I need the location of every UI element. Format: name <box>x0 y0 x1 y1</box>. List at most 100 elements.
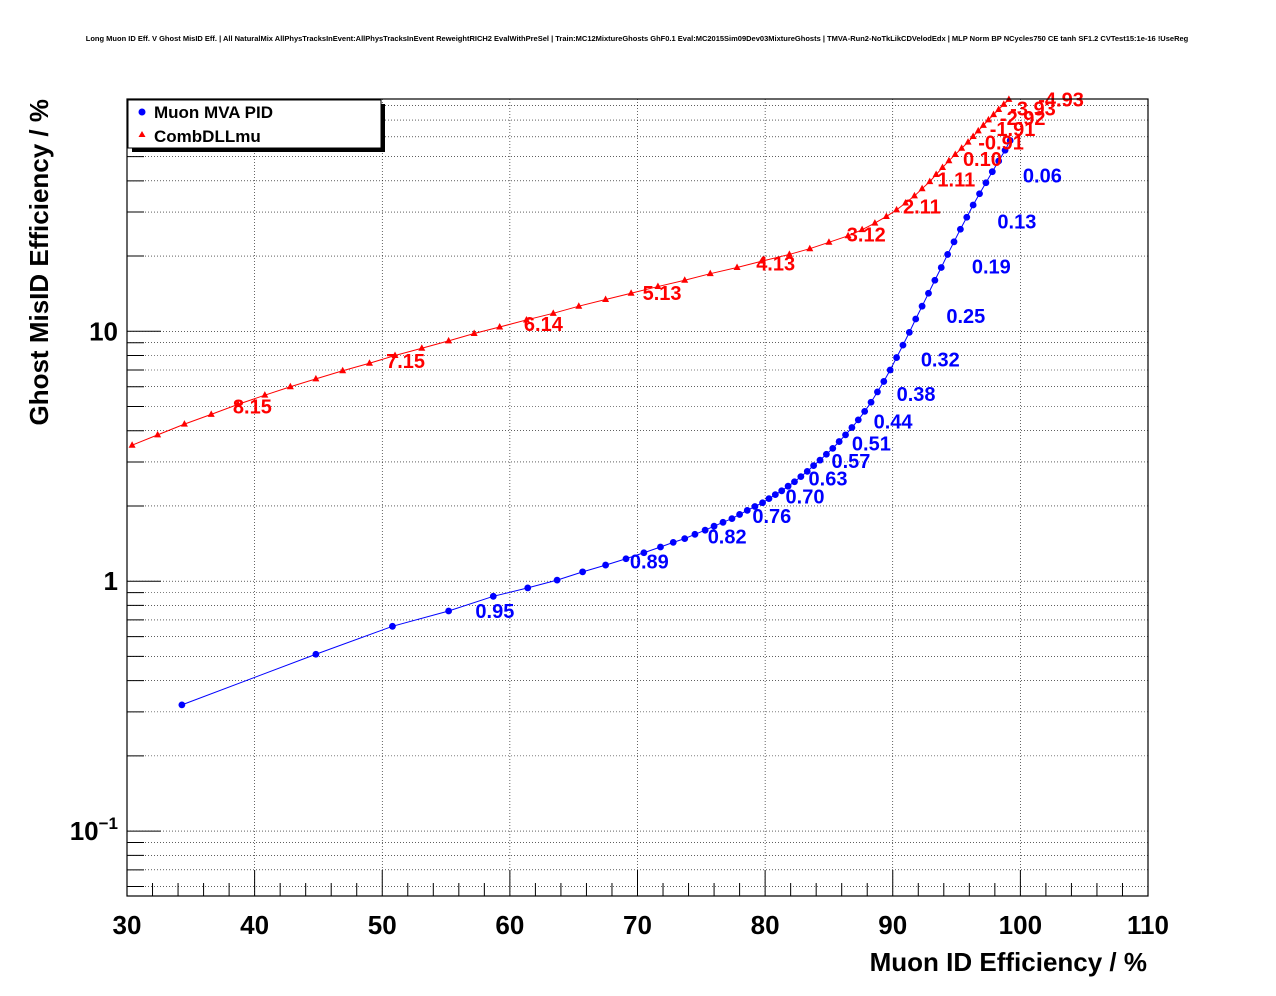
threshold-label-dll: -0.91 <box>978 132 1024 154</box>
threshold-label-dll: 4.13 <box>756 253 795 275</box>
data-point <box>743 506 751 514</box>
data-point <box>963 213 971 221</box>
data-point <box>602 561 609 569</box>
data-point <box>234 400 242 407</box>
data-point <box>207 410 215 417</box>
data-point <box>842 431 849 439</box>
data-point <box>286 382 294 390</box>
y-tick-labels: 10−1 1 10 <box>70 316 118 846</box>
x-tick-label: 40 <box>240 910 269 940</box>
threshold-label-dll: 7.15 <box>386 351 425 373</box>
data-point <box>905 328 913 336</box>
y-axis-title: Ghost MisID Efficiency / % <box>24 99 54 426</box>
data-point <box>553 576 561 584</box>
data-point <box>1001 146 1009 154</box>
data-point <box>932 170 940 177</box>
data-point <box>867 398 875 406</box>
data-point <box>829 444 837 452</box>
threshold-label-mva: 0.25 <box>946 306 985 328</box>
data-point <box>178 701 186 709</box>
data-point <box>445 607 453 615</box>
data-point <box>719 518 727 526</box>
x-tick-label: 100 <box>999 910 1042 940</box>
data-point <box>822 450 830 458</box>
y-tick-exponent: −1 <box>99 814 118 833</box>
threshold-label-mva: 0.70 <box>786 487 825 509</box>
data-point <box>654 282 662 290</box>
data-point <box>751 503 759 510</box>
data-point <box>128 441 136 448</box>
data-point <box>995 105 1003 112</box>
threshold-label-dll: 8.15 <box>233 397 272 419</box>
data-point <box>771 491 779 499</box>
y-tick-base: 10 <box>89 316 118 346</box>
data-point <box>681 276 689 283</box>
data-point <box>733 263 741 270</box>
threshold-label-mva: 0.51 <box>852 434 891 456</box>
y-tick-base: 1 <box>104 566 118 596</box>
data-point <box>759 257 767 264</box>
data-point <box>956 225 964 233</box>
threshold-label-dll: 3.12 <box>847 224 886 246</box>
threshold-label-mva: 0.63 <box>809 468 848 490</box>
data-point <box>893 354 900 361</box>
data-point <box>988 168 996 176</box>
data-point <box>886 366 894 374</box>
data-point <box>496 323 504 330</box>
data-point <box>640 549 648 557</box>
data-point <box>874 388 881 396</box>
data-point <box>602 295 610 303</box>
data-point <box>969 201 977 209</box>
y-tick-label: 10−1 <box>70 814 118 846</box>
threshold-label-dll: 1.11 <box>937 169 975 191</box>
x-tick-label: 70 <box>623 910 652 940</box>
legend-label-combdllmu: CombDLLmu <box>154 127 261 146</box>
data-point <box>470 329 478 336</box>
data-point <box>918 184 926 192</box>
threshold-label-dll: 0.10 <box>963 149 1002 171</box>
y-tick-label: 10 <box>89 316 118 346</box>
data-point <box>982 179 990 187</box>
data-point <box>522 315 530 323</box>
data-point <box>575 302 583 309</box>
data-point <box>931 276 939 284</box>
data-point <box>882 212 890 219</box>
data-point <box>445 336 453 344</box>
threshold-label-mva: 0.19 <box>972 256 1011 278</box>
data-point <box>902 199 910 206</box>
x-tick-label: 90 <box>878 910 907 940</box>
data-point <box>899 341 907 349</box>
threshold-label-dll: -3.93 <box>1010 98 1056 120</box>
data-point <box>926 177 934 185</box>
x-tick-labels: 30 40 50 60 70 80 90 100 110 <box>113 910 1169 940</box>
data-point <box>736 511 743 518</box>
data-point <box>803 467 811 475</box>
threshold-label-dll: -4.93 <box>1038 90 1084 112</box>
data-point <box>880 378 888 385</box>
data-point <box>180 420 188 427</box>
x-tick-label: 30 <box>113 910 142 940</box>
data-point <box>681 535 689 543</box>
data-point <box>669 538 677 546</box>
annotation-layer: 0.06 0.13 0.19 0.25 0.32 0.38 0.440.510.570.63… <box>233 90 1084 623</box>
threshold-label-mva: 0.89 <box>630 551 669 573</box>
data-point <box>976 190 983 198</box>
legend-box <box>127 99 382 149</box>
data-point <box>154 430 162 438</box>
data-point <box>871 219 879 226</box>
data-point <box>785 250 793 257</box>
legend: Muon MVA PID CombDLLmu <box>127 99 385 152</box>
data-point <box>312 374 320 382</box>
data-point <box>858 225 866 233</box>
data-point <box>765 495 773 503</box>
data-point <box>844 231 852 239</box>
grid <box>126 99 1149 896</box>
data-point <box>418 344 426 351</box>
chart-title: Long Muon ID Eff. V Ghost MisID Eff. | A… <box>86 34 1189 43</box>
x-tick-label: 110 <box>1127 910 1169 940</box>
data-point <box>912 315 920 323</box>
data-point <box>990 110 998 118</box>
data-point <box>969 132 977 139</box>
data-point <box>778 487 786 495</box>
